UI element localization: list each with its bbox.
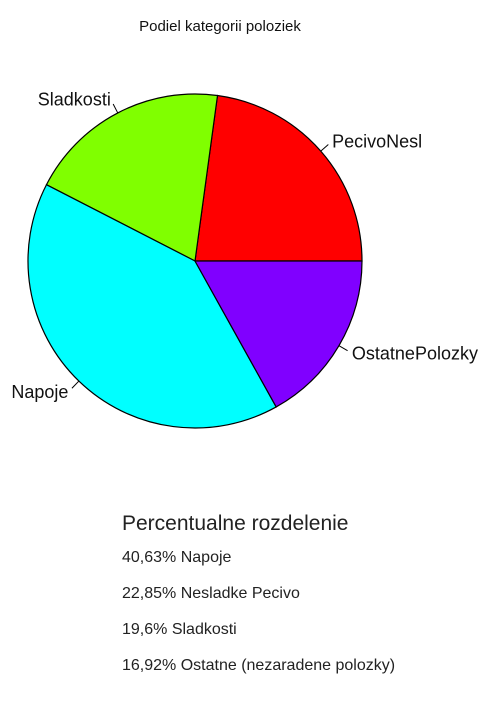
pie-leader-napoje — [71, 380, 80, 389]
pie-leader-sladkosti — [112, 103, 119, 114]
summary-heading: Percentualne rozdelenie — [122, 512, 349, 535]
summary-item-ostatne: 16,92% Ostatne (nezaradene polozky) — [122, 657, 396, 674]
pie-label-napoje: Napoje — [11, 382, 68, 402]
pie-leader-pecivonesl — [320, 144, 329, 152]
pie-label-sladkosti: Sladkosti — [38, 90, 111, 110]
pie-leader-ostatnepolozky — [338, 345, 348, 352]
pie-slice-pecivonesl — [194, 94, 363, 262]
summary-item-sladkosti: 19,6% Sladkosti — [122, 621, 237, 638]
pie-label-pecivonesl: PecivoNesl — [332, 131, 422, 151]
summary-item-napoje: 40,63% Napoje — [122, 549, 232, 566]
chart-title: Podiel kategorii poloziek — [139, 18, 301, 35]
summary-section: Percentualne rozdelenie 40,63% Napoje 22… — [122, 512, 492, 693]
pie-slice-ostatnepolozky — [193, 260, 363, 408]
pie-slice-sladkosti — [45, 93, 219, 262]
pie-label-ostatnepolozky: OstatnePolozky — [352, 343, 478, 363]
pie-chart: PecivoNesl Sladkosti Napoje OstatnePolozky — [11, 90, 478, 429]
summary-item-pecivo: 22,85% Nesladke Pecivo — [122, 585, 300, 602]
